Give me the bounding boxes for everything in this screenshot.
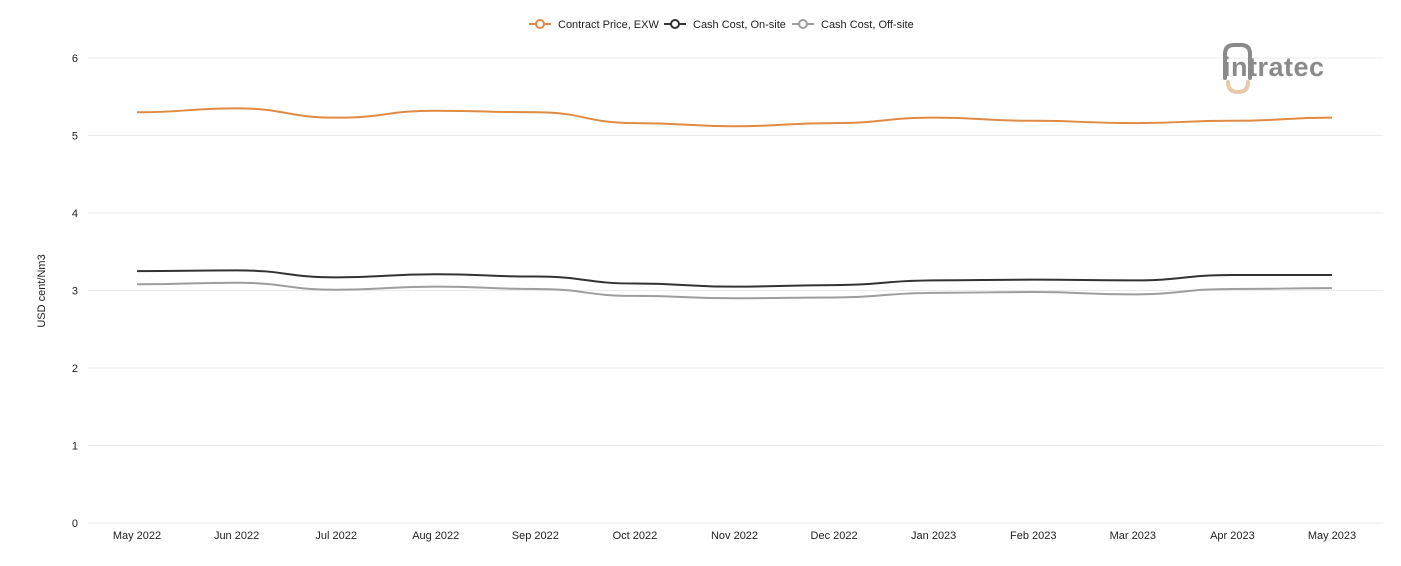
x-axis-ticks: May 2022 Jun 2022 Jul 2022 Aug 2022 Sep 2022… [113, 530, 1356, 542]
x-tick-label: Nov 2022 [711, 530, 758, 542]
legend-item: Contract Price, EXW [529, 19, 659, 31]
x-tick-label: Apr 2023 [1210, 530, 1255, 542]
grid-lines [88, 57, 1383, 524]
legend-circle-marker [798, 19, 808, 29]
x-tick-label: Dec 2022 [811, 530, 858, 542]
series-lines [136, 107, 1333, 300]
legend-item: Cash Cost, On-site [664, 19, 786, 31]
legend-label: Cash Cost, On-site [693, 19, 786, 31]
y-tick-label: 1 [72, 441, 78, 453]
y-tick-label: 5 [72, 131, 78, 143]
x-tick-label: Jan 2023 [911, 530, 956, 542]
logo-text: intratec [1223, 52, 1325, 82]
x-tick-label: May 2022 [113, 530, 161, 542]
y-tick-label: 4 [72, 208, 78, 220]
x-tick-label: Jun 2022 [214, 530, 259, 542]
y-tick-label: 3 [72, 286, 78, 298]
legend-label: Contract Price, EXW [558, 19, 659, 31]
y-tick-label: 0 [72, 518, 78, 530]
series-line-2 [136, 281, 1333, 300]
y-tick-label: 6 [72, 53, 78, 65]
y-axis-ticks: 0 1 2 3 4 5 6 [72, 53, 78, 530]
x-tick-label: Sep 2022 [512, 530, 559, 542]
x-tick-label: Feb 2023 [1010, 530, 1056, 542]
legend-label: Cash Cost, Off-site [821, 19, 914, 31]
series-line-0 [136, 107, 1333, 128]
logo-swoosh-icon [1226, 80, 1250, 95]
x-tick-label: Jul 2022 [315, 530, 357, 542]
x-tick-label: Oct 2022 [613, 530, 658, 542]
series-line-1 [136, 269, 1332, 288]
y-axis-title: USD cent/Nm3 [36, 254, 48, 327]
legend: Contract Price, EXW Cash Cost, On-site Cas… [529, 19, 914, 31]
legend-circle-marker [670, 19, 680, 29]
logo-mark-icon [1223, 43, 1252, 80]
intratec-logo: intratec [1223, 43, 1325, 95]
y-tick-label: 2 [72, 363, 78, 375]
legend-circle-marker [535, 19, 545, 29]
x-tick-label: May 2023 [1308, 530, 1356, 542]
legend-item: Cash Cost, Off-site [792, 19, 914, 31]
x-tick-label: Aug 2022 [412, 530, 459, 542]
x-tick-label: Mar 2023 [1110, 530, 1156, 542]
